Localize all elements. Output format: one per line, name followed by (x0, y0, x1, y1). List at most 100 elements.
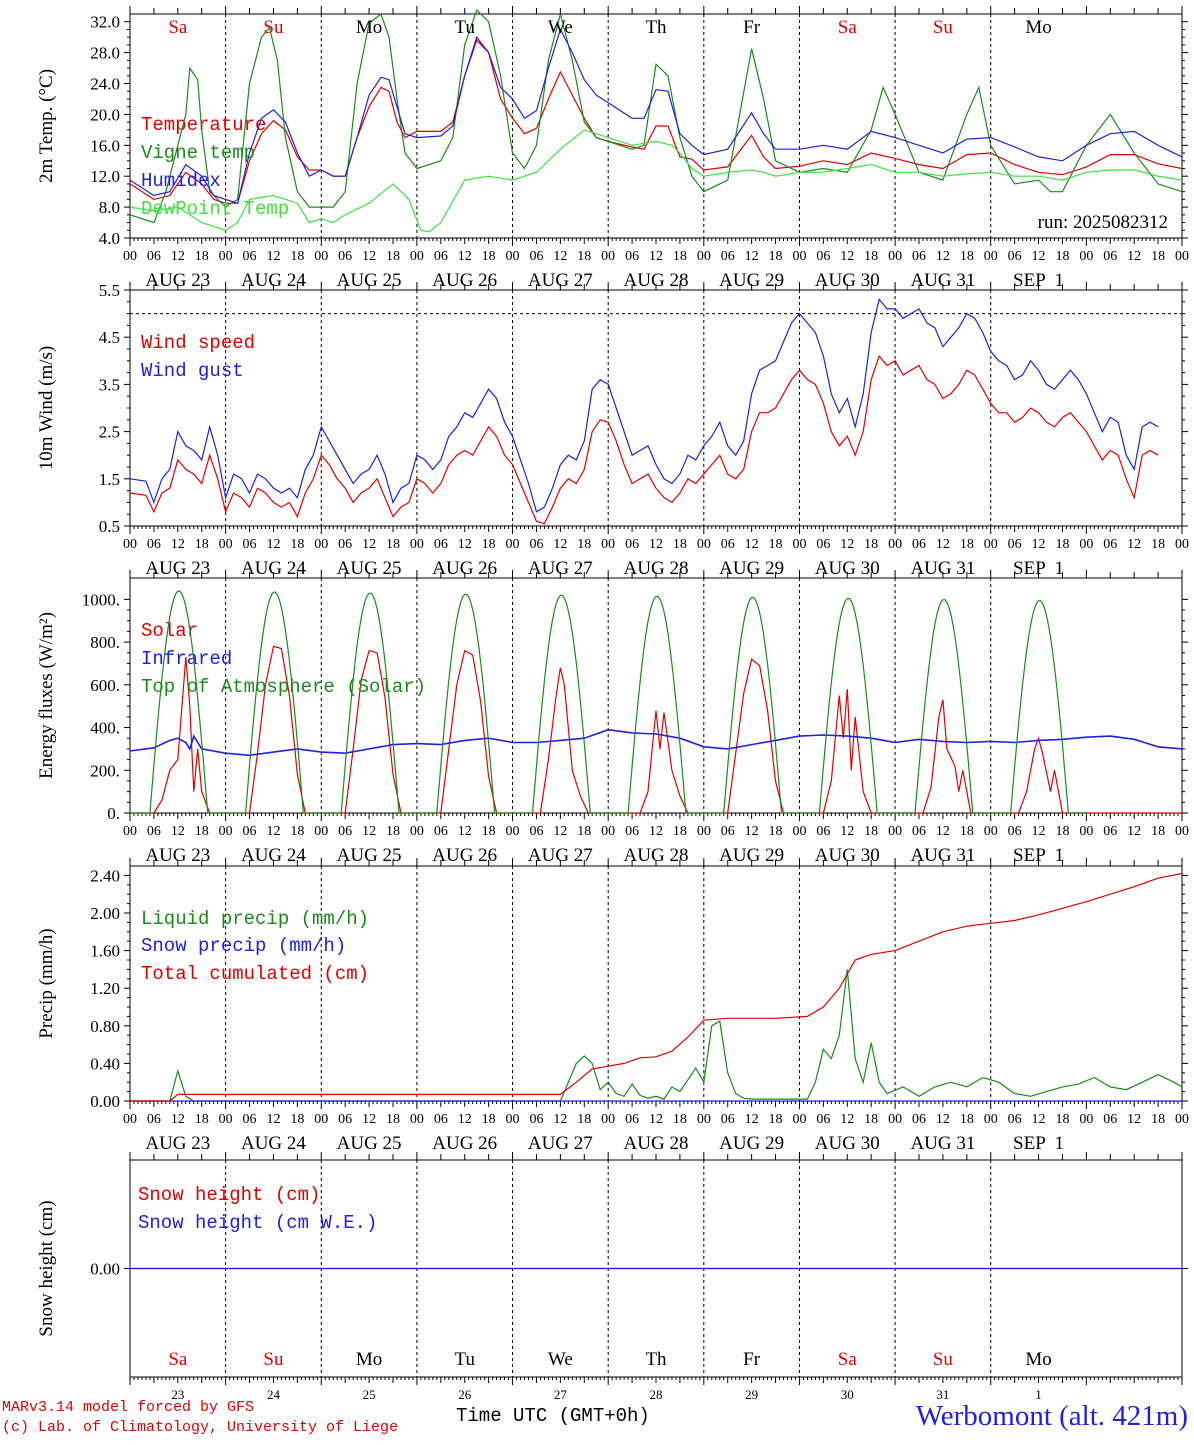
panel-2-ytick-label: 1000. (82, 590, 120, 609)
panel-1-date-label: AUG 26 (432, 558, 497, 579)
panel-3-hour-label: 06 (912, 1112, 926, 1127)
panel-3-hour-label: 00 (1079, 1112, 1093, 1127)
bottom-day-number: 30 (841, 1387, 854, 1402)
panel-0-hour-label: 00 (1079, 249, 1093, 264)
panel-1-hour-label: 12 (266, 537, 280, 552)
top-day-name: Sa (168, 17, 188, 38)
panel-2-hour-label: 12 (936, 824, 950, 839)
panel-3-hour-label: 06 (338, 1112, 352, 1127)
panel-1-ytick-label: 4.5 (99, 328, 120, 347)
panel-2-hour-label: 18 (1055, 824, 1069, 839)
panel-1-ytick-label: 0.5 (99, 517, 120, 536)
panel-2-hour-label: 12 (745, 824, 759, 839)
panel-0-hour-label: 00 (314, 249, 328, 264)
panel-0-hour-label: 18 (864, 249, 878, 264)
panel-3-hour-label: 06 (721, 1112, 735, 1127)
panel-0-date-label: AUG 23 (145, 270, 210, 291)
panel-2-ytick-label: 400. (90, 719, 120, 738)
panel-2-date-label: AUG 25 (337, 845, 402, 866)
panel-2-legend-0: Solar (141, 620, 198, 642)
panel-3-date-label: AUG 30 (815, 1133, 880, 1154)
panel-2-hour-label: 12 (171, 824, 185, 839)
panel-0-ytick-label: 8.0 (99, 198, 120, 217)
panel-1-hour-label: 12 (362, 537, 376, 552)
panel-0-hour-label: 06 (1103, 249, 1117, 264)
panel-1-hour-label: 06 (243, 537, 257, 552)
panel-3-ytick-label: 2.00 (90, 904, 120, 923)
panel-3-hour-label: 12 (553, 1112, 567, 1127)
panel-0-ytick-label: 4.0 (99, 229, 120, 248)
top-day-name: Su (263, 17, 284, 38)
panel-2-hour-label: 18 (960, 824, 974, 839)
panel-0-hour-label: 00 (888, 249, 902, 264)
panel-0-hour-label: 12 (745, 249, 759, 264)
panel-0-date-label: AUG 25 (337, 270, 402, 291)
panel-0-series-2-line (129, 27, 1183, 204)
panel-2-hour-label: 06 (147, 824, 161, 839)
panel-3-hour-label: 12 (745, 1112, 759, 1127)
panel-1-hour-label: 18 (864, 537, 878, 552)
panel-1-hour-label: 18 (386, 537, 400, 552)
bottom-day-number: 27 (554, 1387, 568, 1402)
panel-2-hour-label: 12 (1032, 824, 1046, 839)
panel-1-hour-label: 18 (1055, 537, 1069, 552)
panel-2-series-2-line (130, 590, 1087, 814)
panel-3-legend-1: Snow precip (mm/h) (141, 935, 346, 957)
panel-1-ytick-label: 5.5 (99, 281, 120, 300)
panel-0-hour-label: 12 (553, 249, 567, 264)
panel-3-hour-label: 00 (314, 1112, 328, 1127)
panel-0-ytick-label: 20.0 (90, 105, 120, 124)
panel-0-hour-label: 12 (458, 249, 472, 264)
panel-3-hour-label: 06 (243, 1112, 257, 1127)
panel-4-ylabel: Snow height (cm) (36, 1200, 57, 1336)
panel-1-hour-label: 12 (1032, 537, 1046, 552)
panel-2-hour-label: 18 (386, 824, 400, 839)
panel-1-hour-label: 18 (195, 537, 209, 552)
panel-3-date-label: AUG 26 (432, 1133, 497, 1154)
panel-1-hour-label: 12 (840, 537, 854, 552)
panel-0-hour-label: 18 (769, 249, 783, 264)
panel-0-hour-label: 06 (147, 249, 161, 264)
panel-2-date-label: AUG 27 (528, 845, 593, 866)
panel-1-hour-label: 18 (960, 537, 974, 552)
panel-3-ytick-label: 1.20 (90, 979, 120, 998)
panel-3-hour-label: 18 (864, 1112, 878, 1127)
panel-3-legend-2: Total cumulated (cm) (141, 963, 369, 985)
panel-2-legend-2: Top of Atmosphere (Solar) (141, 676, 426, 698)
panel-2-date-label: AUG 29 (719, 845, 784, 866)
panel-1-date-label: AUG 23 (145, 558, 210, 579)
panel-2-hour-label: 00 (410, 824, 424, 839)
panel-2-hour-label: 00 (888, 824, 902, 839)
panel-0-hour-label: 00 (219, 249, 233, 264)
panel-1-hour-label: 00 (314, 537, 328, 552)
panel-0-ytick-label: 16.0 (90, 136, 120, 155)
panel-0-hour-label: 12 (1127, 249, 1141, 264)
panel-2-hour-label: 00 (1175, 824, 1189, 839)
panel-2-hour-label: 00 (792, 824, 806, 839)
panel-1-date-label: SEP 1 (1013, 558, 1064, 579)
panel-1-hour-label: 00 (410, 537, 424, 552)
panel-1-legend-1: Wind gust (141, 360, 244, 382)
panel-3-hour-label: 18 (1055, 1112, 1069, 1127)
panel-2-ytick-label: 0. (107, 804, 120, 823)
panel-3-hour-label: 12 (936, 1112, 950, 1127)
panel-1-hour-label: 00 (219, 537, 233, 552)
panel-0-hour-label: 00 (792, 249, 806, 264)
panel-0-date-label: AUG 26 (432, 270, 497, 291)
panel-3-hour-label: 06 (1008, 1112, 1022, 1127)
top-day-name: Tu (455, 17, 476, 38)
panel-3-hour-label: 18 (1151, 1112, 1165, 1127)
panel-0-hour-label: 00 (123, 249, 137, 264)
panel-3-ytick-label: 0.80 (90, 1017, 120, 1036)
panel-3-hour-label: 12 (171, 1112, 185, 1127)
panel-3-hour-label: 18 (673, 1112, 687, 1127)
panel-0-hour-label: 06 (625, 249, 639, 264)
panel-3-hour-label: 00 (601, 1112, 615, 1127)
panel-3-date-label: AUG 24 (241, 1133, 306, 1154)
panel-0-hour-label: 18 (1151, 249, 1165, 264)
copyright-label: (c) Lab. of Climatology, University of L… (2, 1419, 399, 1436)
panel-2-hour-label: 12 (458, 824, 472, 839)
bottom-day-name: We (548, 1349, 573, 1370)
panel-0-date-label: SEP 1 (1013, 270, 1064, 291)
